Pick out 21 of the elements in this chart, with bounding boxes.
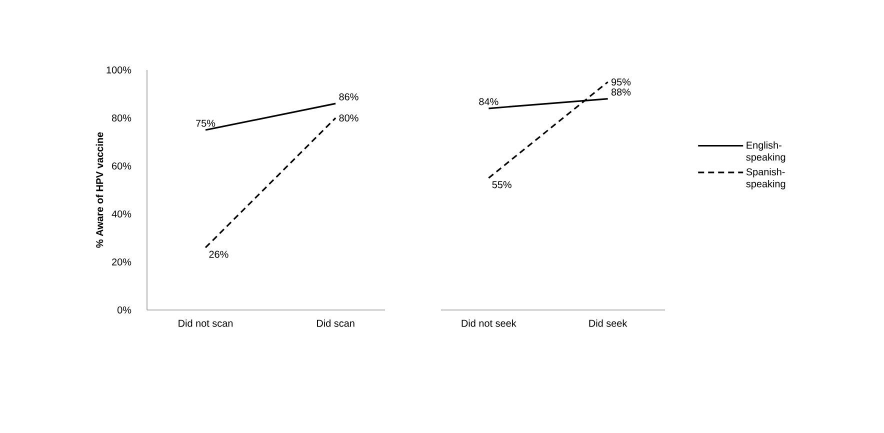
data-label: 26% xyxy=(209,250,228,258)
x-tick-label: Did not scan xyxy=(178,320,233,327)
data-label: 88% xyxy=(611,88,631,96)
x-tick-label: Did seek xyxy=(589,320,628,327)
y-tick-label: 20% xyxy=(112,258,132,266)
y-tick-label: 0% xyxy=(117,306,132,314)
y-tick-label: 60% xyxy=(112,162,132,170)
x-tick-label: Did scan xyxy=(317,320,354,327)
legend-label: English-speaking xyxy=(746,141,786,163)
legend-label: Spanish-speaking xyxy=(746,168,786,190)
data-label: 86% xyxy=(339,93,358,100)
x-tick-label: Did not seek xyxy=(462,320,516,327)
y-tick-label: 100% xyxy=(106,66,132,74)
data-label: 75% xyxy=(196,120,216,127)
data-label: 95% xyxy=(611,78,631,86)
y-tick-label: 80% xyxy=(112,114,132,122)
data-label: 84% xyxy=(479,98,498,106)
data-label: 55% xyxy=(492,181,512,188)
y-tick-label: 40% xyxy=(112,210,132,218)
data-label: 80% xyxy=(339,114,358,122)
y-axis-title: % Aware of HPV vaccine xyxy=(96,132,104,248)
